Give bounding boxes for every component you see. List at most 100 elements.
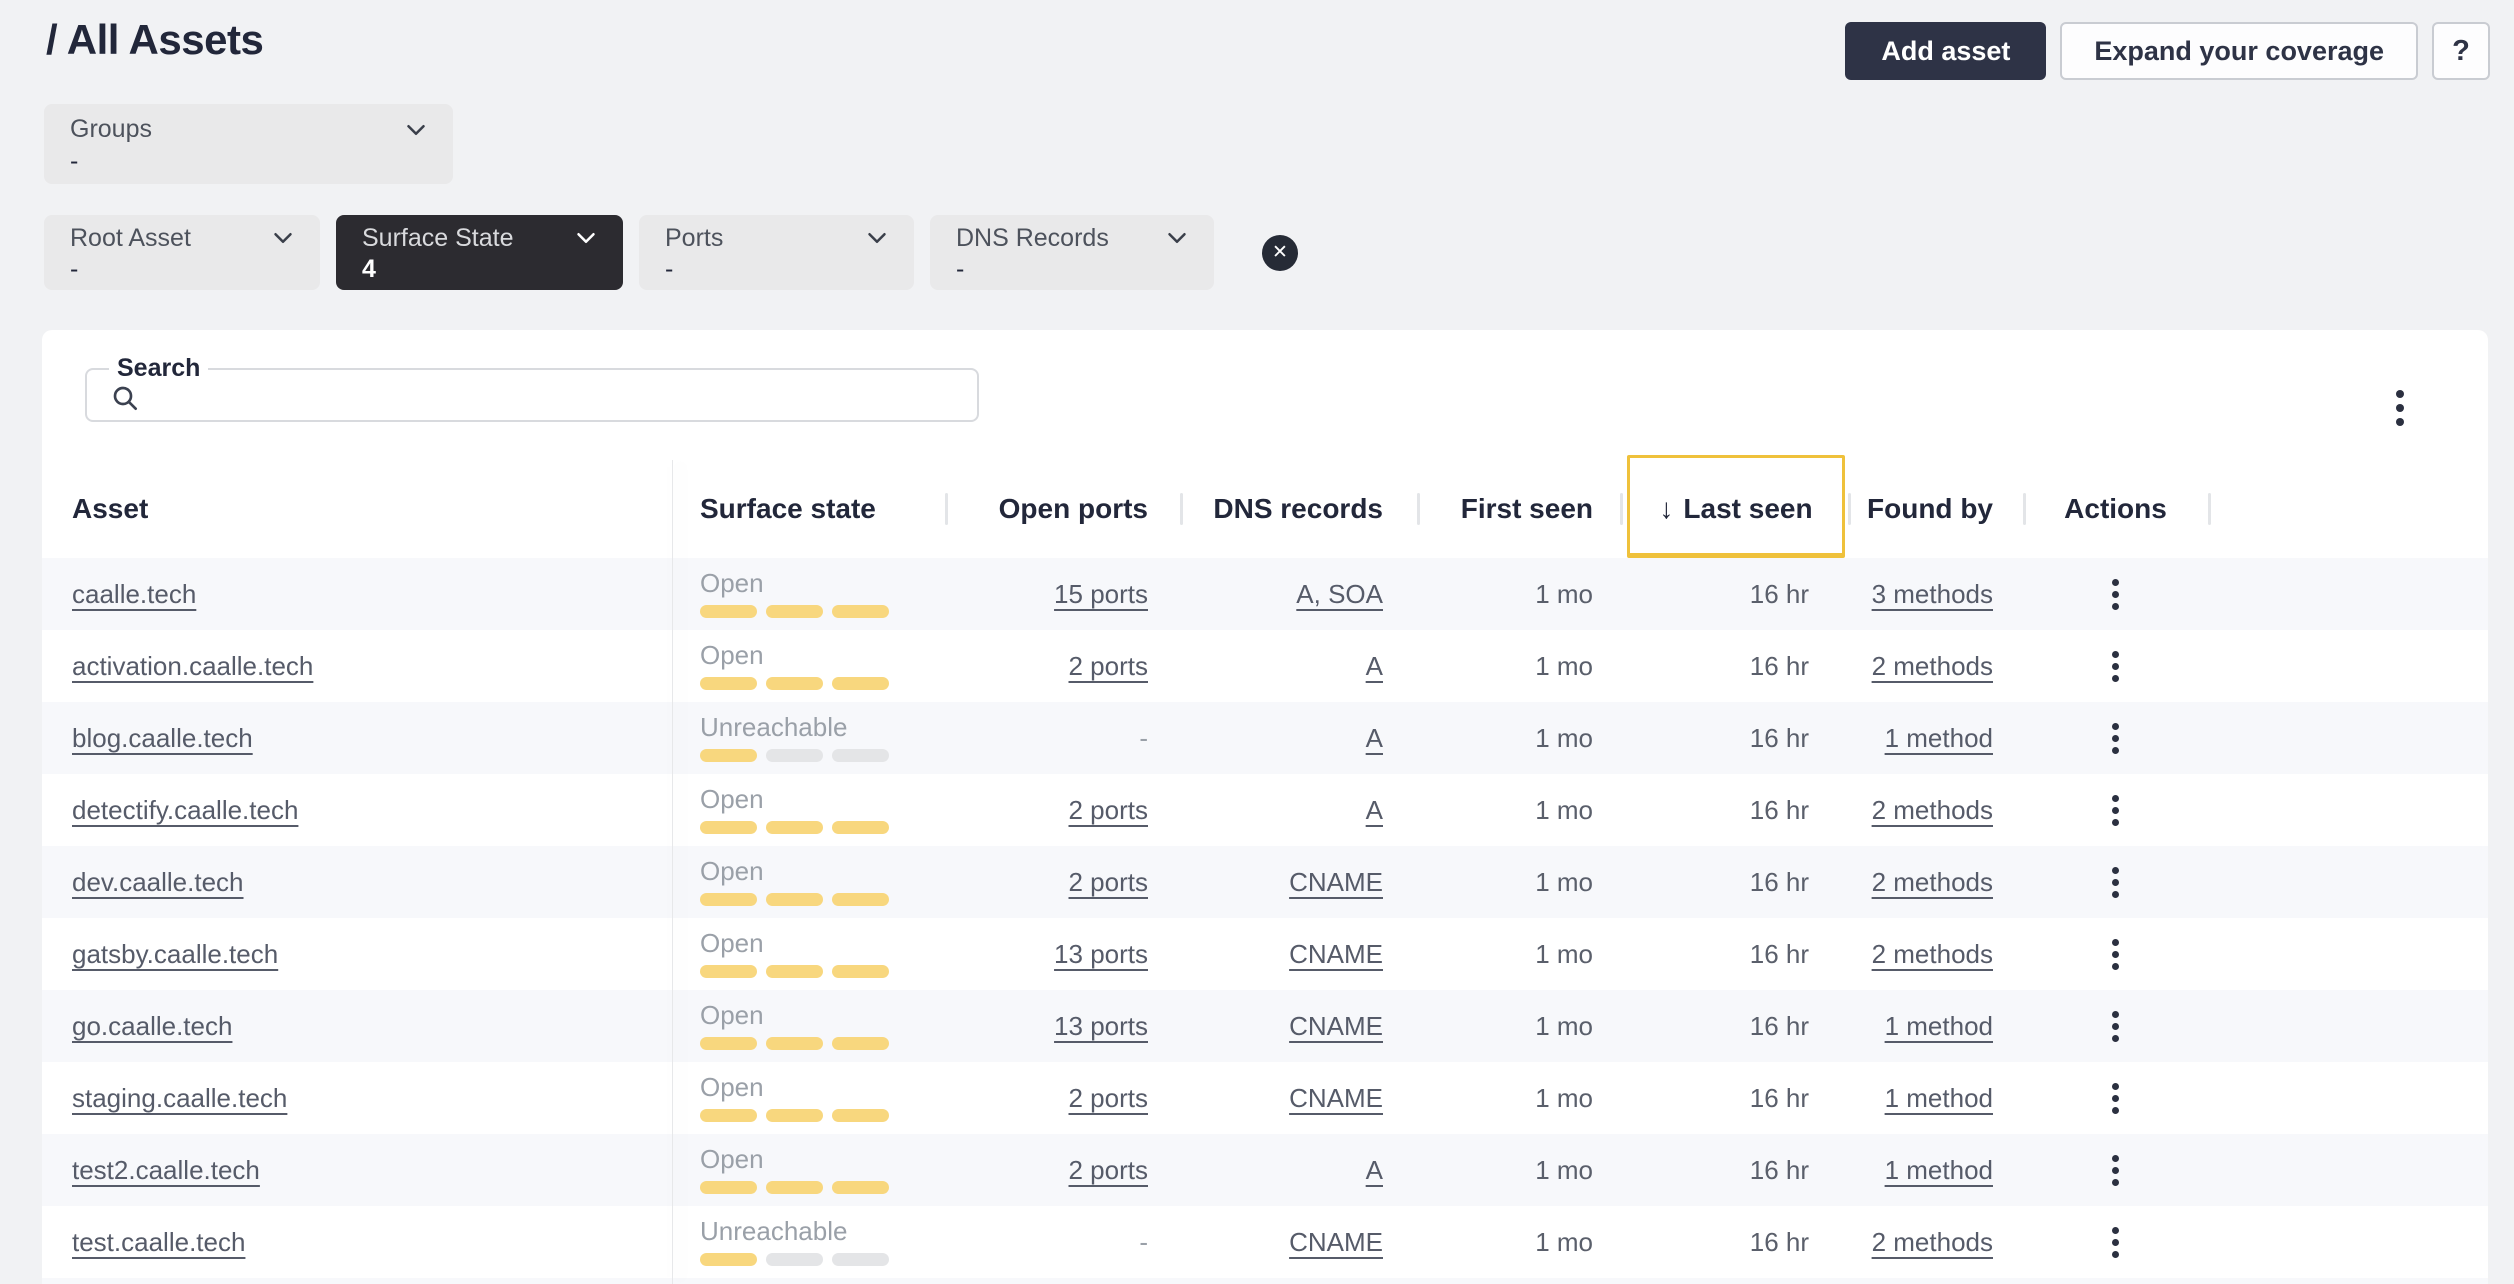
- filter-label: DNS Records: [956, 223, 1109, 252]
- open-ports-link[interactable]: 2 ports: [1068, 1082, 1149, 1113]
- found-by-link[interactable]: 1 method: [1884, 1082, 1993, 1113]
- first-seen-value: 1 mo: [1535, 1082, 1593, 1113]
- asset-link[interactable]: dev.caalle.tech: [72, 866, 244, 897]
- asset-link[interactable]: activation.caalle.tech: [72, 650, 314, 681]
- found-by-link[interactable]: 1 method: [1884, 1154, 1993, 1185]
- found-by-link[interactable]: 2 methods: [1871, 1226, 1993, 1257]
- dns-records-link[interactable]: A: [1365, 794, 1383, 825]
- expand-coverage-button[interactable]: Expand your coverage: [2060, 22, 2418, 80]
- table-options-button[interactable]: [2380, 384, 2420, 432]
- found-by-link[interactable]: 2 methods: [1871, 650, 1993, 681]
- table-row: blog.caalle.tech Unreachable - A 1 mo 16…: [42, 702, 2488, 774]
- filter-label: Surface State: [362, 223, 514, 252]
- surface-state-label: Open: [700, 784, 764, 814]
- row-actions-button[interactable]: [2092, 1074, 2140, 1122]
- search-input[interactable]: [155, 377, 957, 418]
- column-divider: [1180, 493, 1183, 525]
- found-by-link[interactable]: 2 methods: [1871, 866, 1993, 897]
- row-actions-button[interactable]: [2092, 858, 2140, 906]
- column-header-surface-state[interactable]: Surface state: [700, 493, 876, 524]
- asset-link[interactable]: gatsby.caalle.tech: [72, 938, 279, 969]
- asset-link[interactable]: caalle.tech: [72, 578, 197, 609]
- dns-records-link[interactable]: A, SOA: [1296, 578, 1383, 609]
- open-ports-link: -: [1139, 722, 1148, 753]
- surface-state-meter: [700, 1253, 889, 1266]
- asset-link[interactable]: go.caalle.tech: [72, 1010, 233, 1041]
- found-by-link[interactable]: 1 method: [1884, 722, 1993, 753]
- search-field[interactable]: Search: [85, 354, 979, 422]
- surface-state-meter: [700, 1109, 889, 1122]
- column-header-dns-records[interactable]: DNS records: [1213, 493, 1383, 524]
- found-by-link[interactable]: 3 methods: [1871, 578, 1993, 609]
- dns-records-link[interactable]: A: [1365, 722, 1383, 753]
- add-asset-button[interactable]: Add asset: [1845, 22, 2047, 80]
- last-seen-value: 16 hr: [1749, 722, 1809, 753]
- filter-dropdown-ports[interactable]: Ports -: [639, 215, 914, 290]
- last-seen-value: 16 hr: [1749, 1154, 1809, 1185]
- table-row: go.caalle.tech Open 13 ports CNAME 1 mo …: [42, 990, 2488, 1062]
- first-seen-value: 1 mo: [1535, 1226, 1593, 1257]
- table-row: [42, 1278, 2488, 1284]
- table-row: test.caalle.tech Unreachable - CNAME 1 m…: [42, 1206, 2488, 1278]
- table-row: caalle.tech Open 15 ports A, SOA 1 mo 16…: [42, 558, 2488, 630]
- asset-link[interactable]: test.caalle.tech: [72, 1226, 246, 1257]
- found-by-link[interactable]: 1 method: [1884, 1010, 1993, 1041]
- groups-filter-dropdown[interactable]: Groups -: [44, 104, 453, 184]
- first-seen-value: 1 mo: [1535, 1010, 1593, 1041]
- row-actions-button[interactable]: [2092, 1002, 2140, 1050]
- row-actions-button[interactable]: [2092, 1218, 2140, 1266]
- dns-records-link[interactable]: CNAME: [1289, 938, 1383, 969]
- row-actions-button[interactable]: [2092, 786, 2140, 834]
- dns-records-link[interactable]: A: [1365, 1154, 1383, 1185]
- filter-dropdown-surface-state[interactable]: Surface State 4: [336, 215, 623, 290]
- last-seen-value: 16 hr: [1749, 1010, 1809, 1041]
- asset-link[interactable]: blog.caalle.tech: [72, 722, 253, 753]
- surface-state-label: Open: [700, 640, 764, 670]
- open-ports-link[interactable]: 2 ports: [1068, 650, 1149, 681]
- dns-records-link[interactable]: CNAME: [1289, 866, 1383, 897]
- open-ports-link[interactable]: 13 ports: [1054, 938, 1148, 969]
- column-header-open-ports[interactable]: Open ports: [998, 493, 1148, 524]
- column-header-last-seen[interactable]: ↓ Last seen: [1627, 455, 1845, 558]
- row-actions-button[interactable]: [2092, 1146, 2140, 1194]
- row-actions-button[interactable]: [2092, 714, 2140, 762]
- first-seen-value: 1 mo: [1535, 866, 1593, 897]
- dns-records-link[interactable]: CNAME: [1289, 1226, 1383, 1257]
- clear-filters-button[interactable]: ✕: [1262, 234, 1298, 271]
- row-actions-button[interactable]: [2092, 642, 2140, 690]
- last-seen-value: 16 hr: [1749, 650, 1809, 681]
- open-ports-link[interactable]: 2 ports: [1068, 866, 1149, 897]
- surface-state-label: Open: [700, 856, 764, 886]
- chevron-down-icon: [268, 223, 298, 253]
- column-divider: [1620, 493, 1623, 525]
- close-icon: ✕: [1272, 241, 1288, 263]
- found-by-link[interactable]: 2 methods: [1871, 794, 1993, 825]
- filter-dropdown-root-asset[interactable]: Root Asset -: [44, 215, 320, 290]
- surface-state-meter: [700, 821, 889, 834]
- asset-link[interactable]: detectify.caalle.tech: [72, 794, 299, 825]
- row-actions-button[interactable]: [2092, 930, 2140, 978]
- surface-state-meter: [700, 677, 889, 690]
- column-header-first-seen[interactable]: First seen: [1460, 493, 1593, 524]
- dns-records-link[interactable]: CNAME: [1289, 1082, 1383, 1113]
- column-header-asset[interactable]: Asset: [72, 493, 149, 524]
- top-actions: Add asset Expand your coverage ?: [1845, 22, 2490, 80]
- filter-label: Root Asset: [70, 223, 191, 252]
- found-by-link[interactable]: 2 methods: [1871, 938, 1993, 969]
- open-ports-link[interactable]: 2 ports: [1068, 1154, 1149, 1185]
- open-ports-link[interactable]: 13 ports: [1054, 1010, 1148, 1041]
- first-seen-value: 1 mo: [1535, 794, 1593, 825]
- help-button[interactable]: ?: [2432, 22, 2490, 80]
- first-seen-value: 1 mo: [1535, 722, 1593, 753]
- table-row: dev.caalle.tech Open 2 ports CNAME 1 mo …: [42, 846, 2488, 918]
- dns-records-link[interactable]: CNAME: [1289, 1010, 1383, 1041]
- column-header-found-by[interactable]: Found by: [1867, 493, 1993, 524]
- asset-link[interactable]: test2.caalle.tech: [72, 1154, 260, 1185]
- asset-link[interactable]: staging.caalle.tech: [72, 1082, 288, 1113]
- row-actions-button[interactable]: [2092, 570, 2140, 618]
- dns-records-link[interactable]: A: [1365, 650, 1383, 681]
- table-row: gatsby.caalle.tech Open 13 ports CNAME 1…: [42, 918, 2488, 990]
- filter-dropdown-dns-records[interactable]: DNS Records -: [930, 215, 1214, 290]
- open-ports-link[interactable]: 2 ports: [1068, 794, 1149, 825]
- open-ports-link[interactable]: 15 ports: [1054, 578, 1148, 609]
